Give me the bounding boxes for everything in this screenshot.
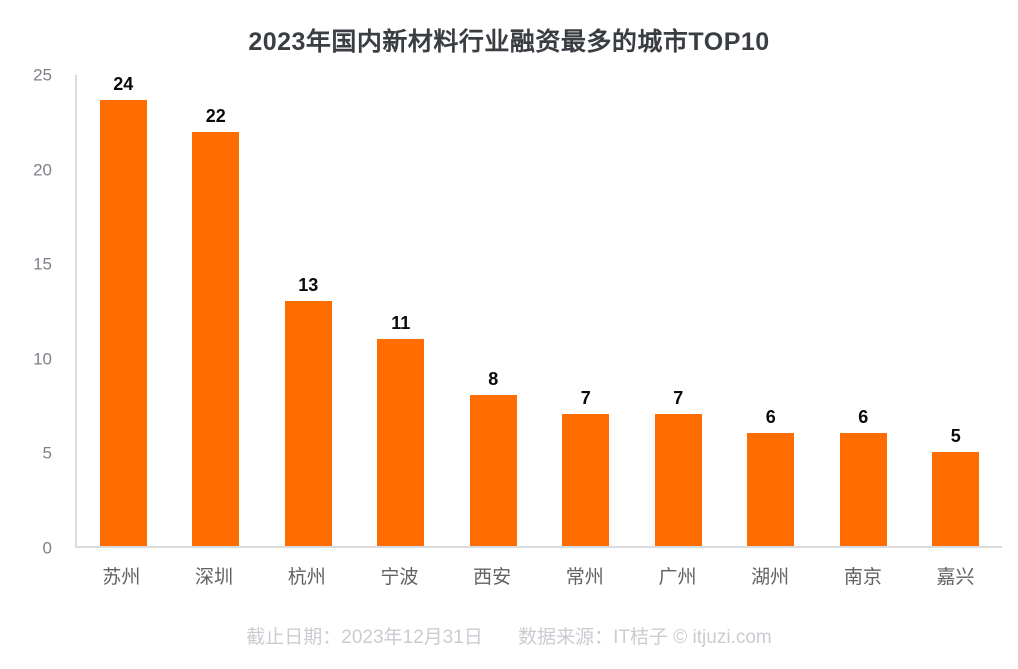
x-tick-label: 湖州: [751, 567, 790, 588]
bar-杭州: [284, 301, 332, 546]
y-tick-label: 0: [42, 538, 52, 558]
bar-slot: 6: [817, 75, 909, 546]
bars-row: 24 22 13 11 8 7 7 6 6 5: [77, 75, 1002, 546]
y-tick-label: 15: [33, 254, 52, 274]
bar-南京: [839, 432, 887, 546]
bar-value-label: 24: [113, 74, 134, 94]
y-tick-label: 20: [33, 160, 52, 180]
bar-广州: [654, 414, 702, 546]
y-tick-label: 25: [33, 65, 52, 85]
bar-slot: 7: [540, 75, 632, 546]
bar-slot: 22: [170, 75, 262, 546]
chart-footer: 截止日期：2023年12月31日 数据来源：IT桔子 © itjuzi.com: [0, 622, 1018, 649]
x-tick-label: 南京: [843, 567, 882, 588]
x-tick-label: 宁波: [380, 567, 419, 588]
bar-value-label: 7: [580, 388, 591, 409]
bar-苏州: [99, 100, 147, 546]
x-tick-label: 常州: [565, 567, 604, 588]
y-tick-label: 5: [42, 443, 52, 463]
bar-深圳: [192, 131, 240, 546]
bar-value-label: 8: [488, 369, 499, 390]
x-tick-label: 广州: [658, 567, 697, 588]
plot-area: 24 22 13 11 8 7 7 6 6 5: [75, 75, 1002, 548]
bar-slot: 8: [447, 75, 539, 546]
bar-value-label: 11: [391, 312, 411, 333]
bar-value-label: 7: [673, 388, 684, 409]
bar-slot: 13: [262, 75, 354, 546]
bar-slot: 11: [355, 75, 447, 546]
bar-常州: [562, 414, 610, 546]
bar-湖州: [747, 432, 795, 546]
bar-slot: 7: [632, 75, 724, 546]
bar-slot: 6: [725, 75, 817, 546]
x-tick-label: 苏州: [102, 567, 141, 588]
x-tick-label: 深圳: [195, 567, 234, 588]
x-tick-label: 杭州: [287, 567, 326, 588]
bar-slot: 24: [77, 75, 169, 546]
y-axis: 0 5 10 15 20 25: [0, 67, 66, 557]
bar-西安: [469, 395, 517, 546]
x-tick-label: 西安: [473, 567, 512, 588]
chart-title: 2023年国内新材料行业融资最多的城市TOP10: [248, 28, 770, 56]
y-tick-label: 10: [33, 349, 52, 369]
x-tick-label: 嘉兴: [936, 567, 975, 588]
x-axis: 苏州 深圳 杭州 宁波 西安 常州 广州 湖州 南京 嘉兴: [75, 562, 1002, 589]
bar-宁波: [377, 338, 425, 546]
bar-slot: 5: [910, 75, 1002, 546]
bar-value-label: 5: [950, 425, 961, 446]
footer-data-source: 数据来源：IT桔子 © itjuzi.com: [518, 627, 772, 648]
footer-cutoff-date: 截止日期：2023年12月31日: [246, 627, 483, 648]
bar-value-label: 22: [205, 105, 226, 126]
bar-value-label: 13: [298, 275, 319, 296]
bar-value-label: 6: [765, 406, 776, 427]
bar-value-label: 6: [858, 406, 869, 427]
bar-嘉兴: [932, 451, 980, 546]
